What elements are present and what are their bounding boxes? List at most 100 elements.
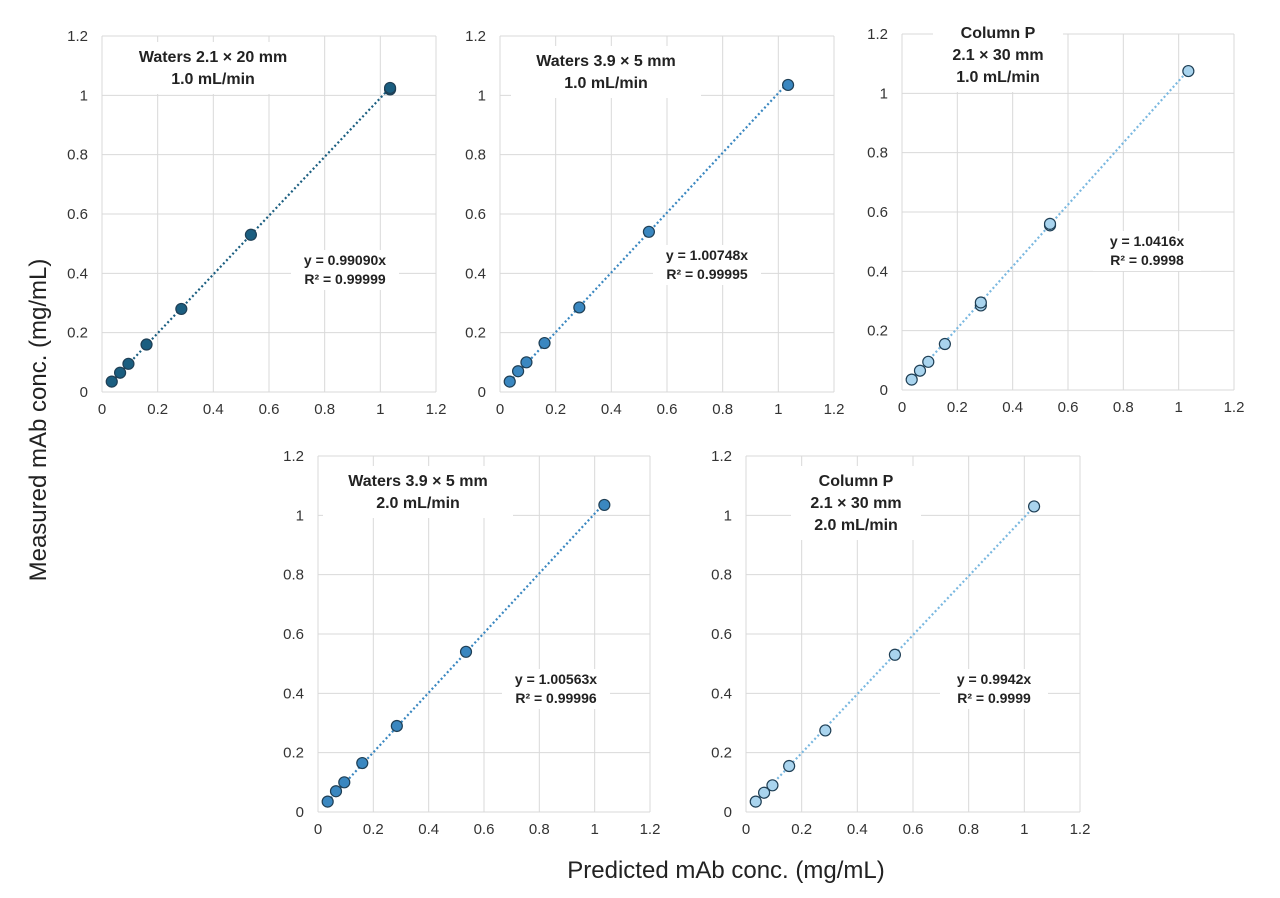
y-tick-label: 1 (724, 507, 732, 524)
data-point (459, 645, 473, 658)
data-point (140, 338, 153, 351)
y-tick-label: 0.6 (465, 206, 486, 223)
x-tick-label: 1 (1020, 821, 1028, 838)
x-tick-label: 1.2 (824, 401, 845, 418)
equation-box (940, 669, 1048, 709)
data-point (113, 366, 127, 379)
x-tick-label: 0.2 (545, 401, 566, 418)
x-tick-label: 0.4 (601, 401, 622, 418)
y-tick-label: 0.2 (867, 323, 888, 340)
x-tick-label: 0.4 (418, 821, 439, 838)
data-point (913, 364, 927, 377)
panel-label-line: Waters 3.9 × 5 mm (348, 473, 487, 490)
y-tick-label: 0.6 (67, 206, 88, 223)
y-tick-label: 0.4 (67, 265, 88, 282)
x-tick-label: 0.2 (363, 821, 384, 838)
r-squared-label: R² = 0.99999 (304, 271, 386, 287)
x-tick-label: 0.6 (474, 821, 495, 838)
panel-label-line: 2.0 mL/min (376, 495, 460, 512)
data-point (938, 337, 951, 351)
x-axis-title: Predicted mAb conc. (mg/mL) (567, 857, 884, 884)
data-point (922, 355, 935, 368)
scatter-panel: 0 0.2 0.4 0.6 0.8 1 1.2 0 0.2 0.4 0.6 0.8 1 1.2 Column… (711, 448, 1090, 838)
x-tick-label: 0.8 (958, 821, 979, 838)
data-point (573, 301, 586, 314)
data-point (329, 785, 343, 798)
y-tick-label: 1.2 (711, 448, 732, 465)
data-point (642, 225, 656, 238)
y-tick-label: 1.2 (283, 448, 304, 465)
panel-label-line: Waters 2.1 × 20 mm (139, 49, 287, 66)
data-point (383, 81, 397, 95)
data-point (122, 357, 135, 370)
equation-box (502, 669, 610, 709)
panel-label-box (933, 18, 1063, 92)
trendline-equation: y = 1.00563x (515, 671, 597, 687)
equation-box (653, 245, 761, 285)
data-point (1043, 217, 1057, 230)
x-tick-label: 0.2 (947, 399, 968, 416)
panel-label-line: 1.0 mL/min (171, 71, 255, 88)
x-tick-label: 1 (774, 401, 782, 418)
equation-box (1093, 231, 1201, 271)
trendline-equation: y = 1.00748x (666, 247, 748, 263)
y-tick-label: 0.6 (283, 626, 304, 643)
y-tick-label: 1 (478, 87, 486, 104)
panel-label-box (113, 42, 313, 94)
y-tick-label: 0 (478, 384, 486, 401)
y-tick-label: 0.6 (867, 204, 888, 221)
data-point (503, 375, 516, 388)
data-point (1182, 64, 1195, 78)
x-tick-label: 1.2 (1070, 821, 1091, 838)
data-point (749, 795, 762, 808)
chart-panels: 0 0.2 0.4 0.6 0.8 1 1.2 0 0.2 0.4 0.6 0.8 1 1.2 Waters… (67, 18, 1244, 838)
y-tick-label: 1 (80, 87, 88, 104)
panel-label-line: Waters 3.9 × 5 mm (536, 53, 675, 70)
data-point (905, 373, 918, 386)
x-tick-label: 0 (98, 401, 106, 418)
x-tick-label: 0.6 (903, 821, 924, 838)
y-tick-label: 0.4 (867, 263, 888, 280)
x-tick-label: 0.8 (529, 821, 550, 838)
y-tick-label: 0.2 (283, 745, 304, 762)
x-tick-label: 0.8 (712, 401, 733, 418)
data-point (105, 375, 118, 388)
x-tick-label: 1 (590, 821, 598, 838)
panel-label-line: Column P (819, 473, 894, 490)
scatter-panel: 0 0.2 0.4 0.6 0.8 1 1.2 0 0.2 0.4 0.6 0.8 1 1.2 Waters… (283, 448, 660, 838)
x-tick-label: 0.6 (657, 401, 678, 418)
x-tick-label: 0.4 (203, 401, 224, 418)
r-squared-label: R² = 0.9999 (957, 690, 1031, 706)
trendline-equation: y = 1.0416x (1110, 233, 1185, 249)
y-axis-title: Measured mAb conc. (mg/mL) (25, 259, 52, 582)
data-point (783, 759, 796, 773)
data-point (974, 296, 987, 309)
y-tick-label: 0.8 (711, 567, 732, 584)
y-tick-label: 0.2 (711, 745, 732, 762)
y-tick-label: 0.2 (67, 325, 88, 342)
panel-label-line: 2.1 × 30 mm (952, 47, 1043, 64)
y-tick-label: 0.8 (67, 147, 88, 164)
x-tick-label: 1.2 (1224, 399, 1245, 416)
y-tick-label: 0.8 (867, 145, 888, 162)
equation-box (291, 250, 399, 290)
x-tick-label: 0.6 (1058, 399, 1079, 416)
data-point (390, 719, 403, 733)
y-tick-label: 0 (296, 804, 304, 821)
y-tick-label: 0 (880, 382, 888, 399)
y-tick-label: 0.6 (711, 626, 732, 643)
y-tick-label: 0.2 (465, 325, 486, 342)
x-tick-label: 0.2 (791, 821, 812, 838)
data-point (511, 365, 525, 378)
data-point (175, 302, 188, 316)
x-tick-label: 1.2 (426, 401, 447, 418)
y-tick-label: 0.8 (283, 567, 304, 584)
panel-label-line: 1.0 mL/min (564, 75, 648, 92)
y-tick-label: 1.2 (867, 26, 888, 43)
data-point (1027, 500, 1041, 513)
trendline-equation: y = 0.9942x (957, 671, 1032, 687)
data-point (598, 498, 611, 512)
x-tick-label: 1 (1174, 399, 1182, 416)
data-point (757, 786, 771, 799)
